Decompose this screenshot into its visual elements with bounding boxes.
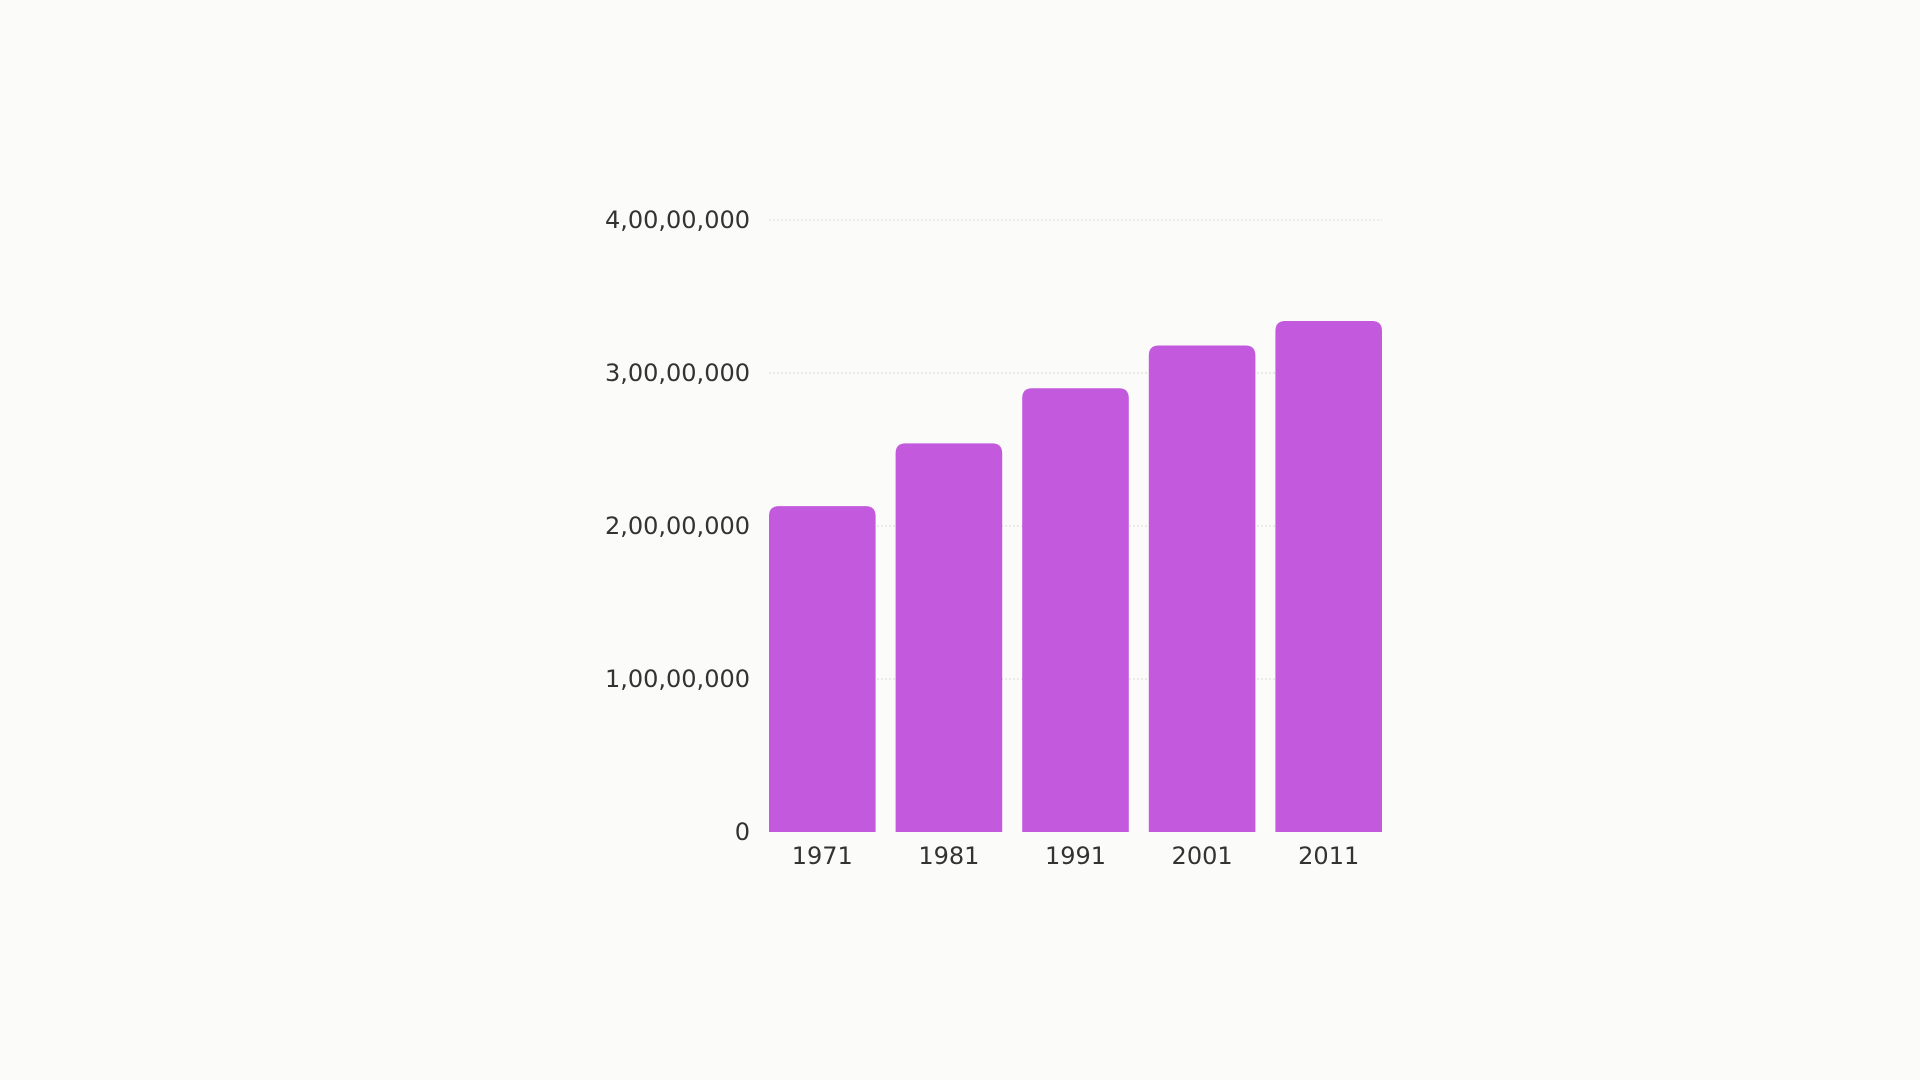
bar-1981	[895, 443, 1003, 832]
y-tick-label: 4,00,00,000	[605, 206, 750, 234]
x-axis-ticks: 1971 1981 1991 2001 2011	[792, 842, 1359, 870]
y-tick-label: 0	[735, 818, 750, 846]
bar-1971	[769, 506, 876, 832]
bar-1991	[1022, 388, 1129, 832]
x-tick-label: 1971	[792, 842, 853, 870]
y-axis-ticks: 0 1,00,00,000 2,00,00,000 3,00,00,000 4,00,0…	[605, 206, 750, 846]
x-tick-label: 1981	[918, 842, 979, 870]
bar-2011	[1275, 320, 1382, 832]
x-tick-label: 2001	[1172, 842, 1233, 870]
bar-2001	[1148, 345, 1256, 832]
x-tick-label: 1991	[1045, 842, 1106, 870]
bars	[769, 320, 1382, 832]
y-tick-label: 1,00,00,000	[605, 665, 750, 693]
x-tick-label: 2011	[1298, 842, 1359, 870]
y-tick-label: 3,00,00,000	[605, 359, 750, 387]
y-tick-label: 2,00,00,000	[605, 512, 750, 540]
